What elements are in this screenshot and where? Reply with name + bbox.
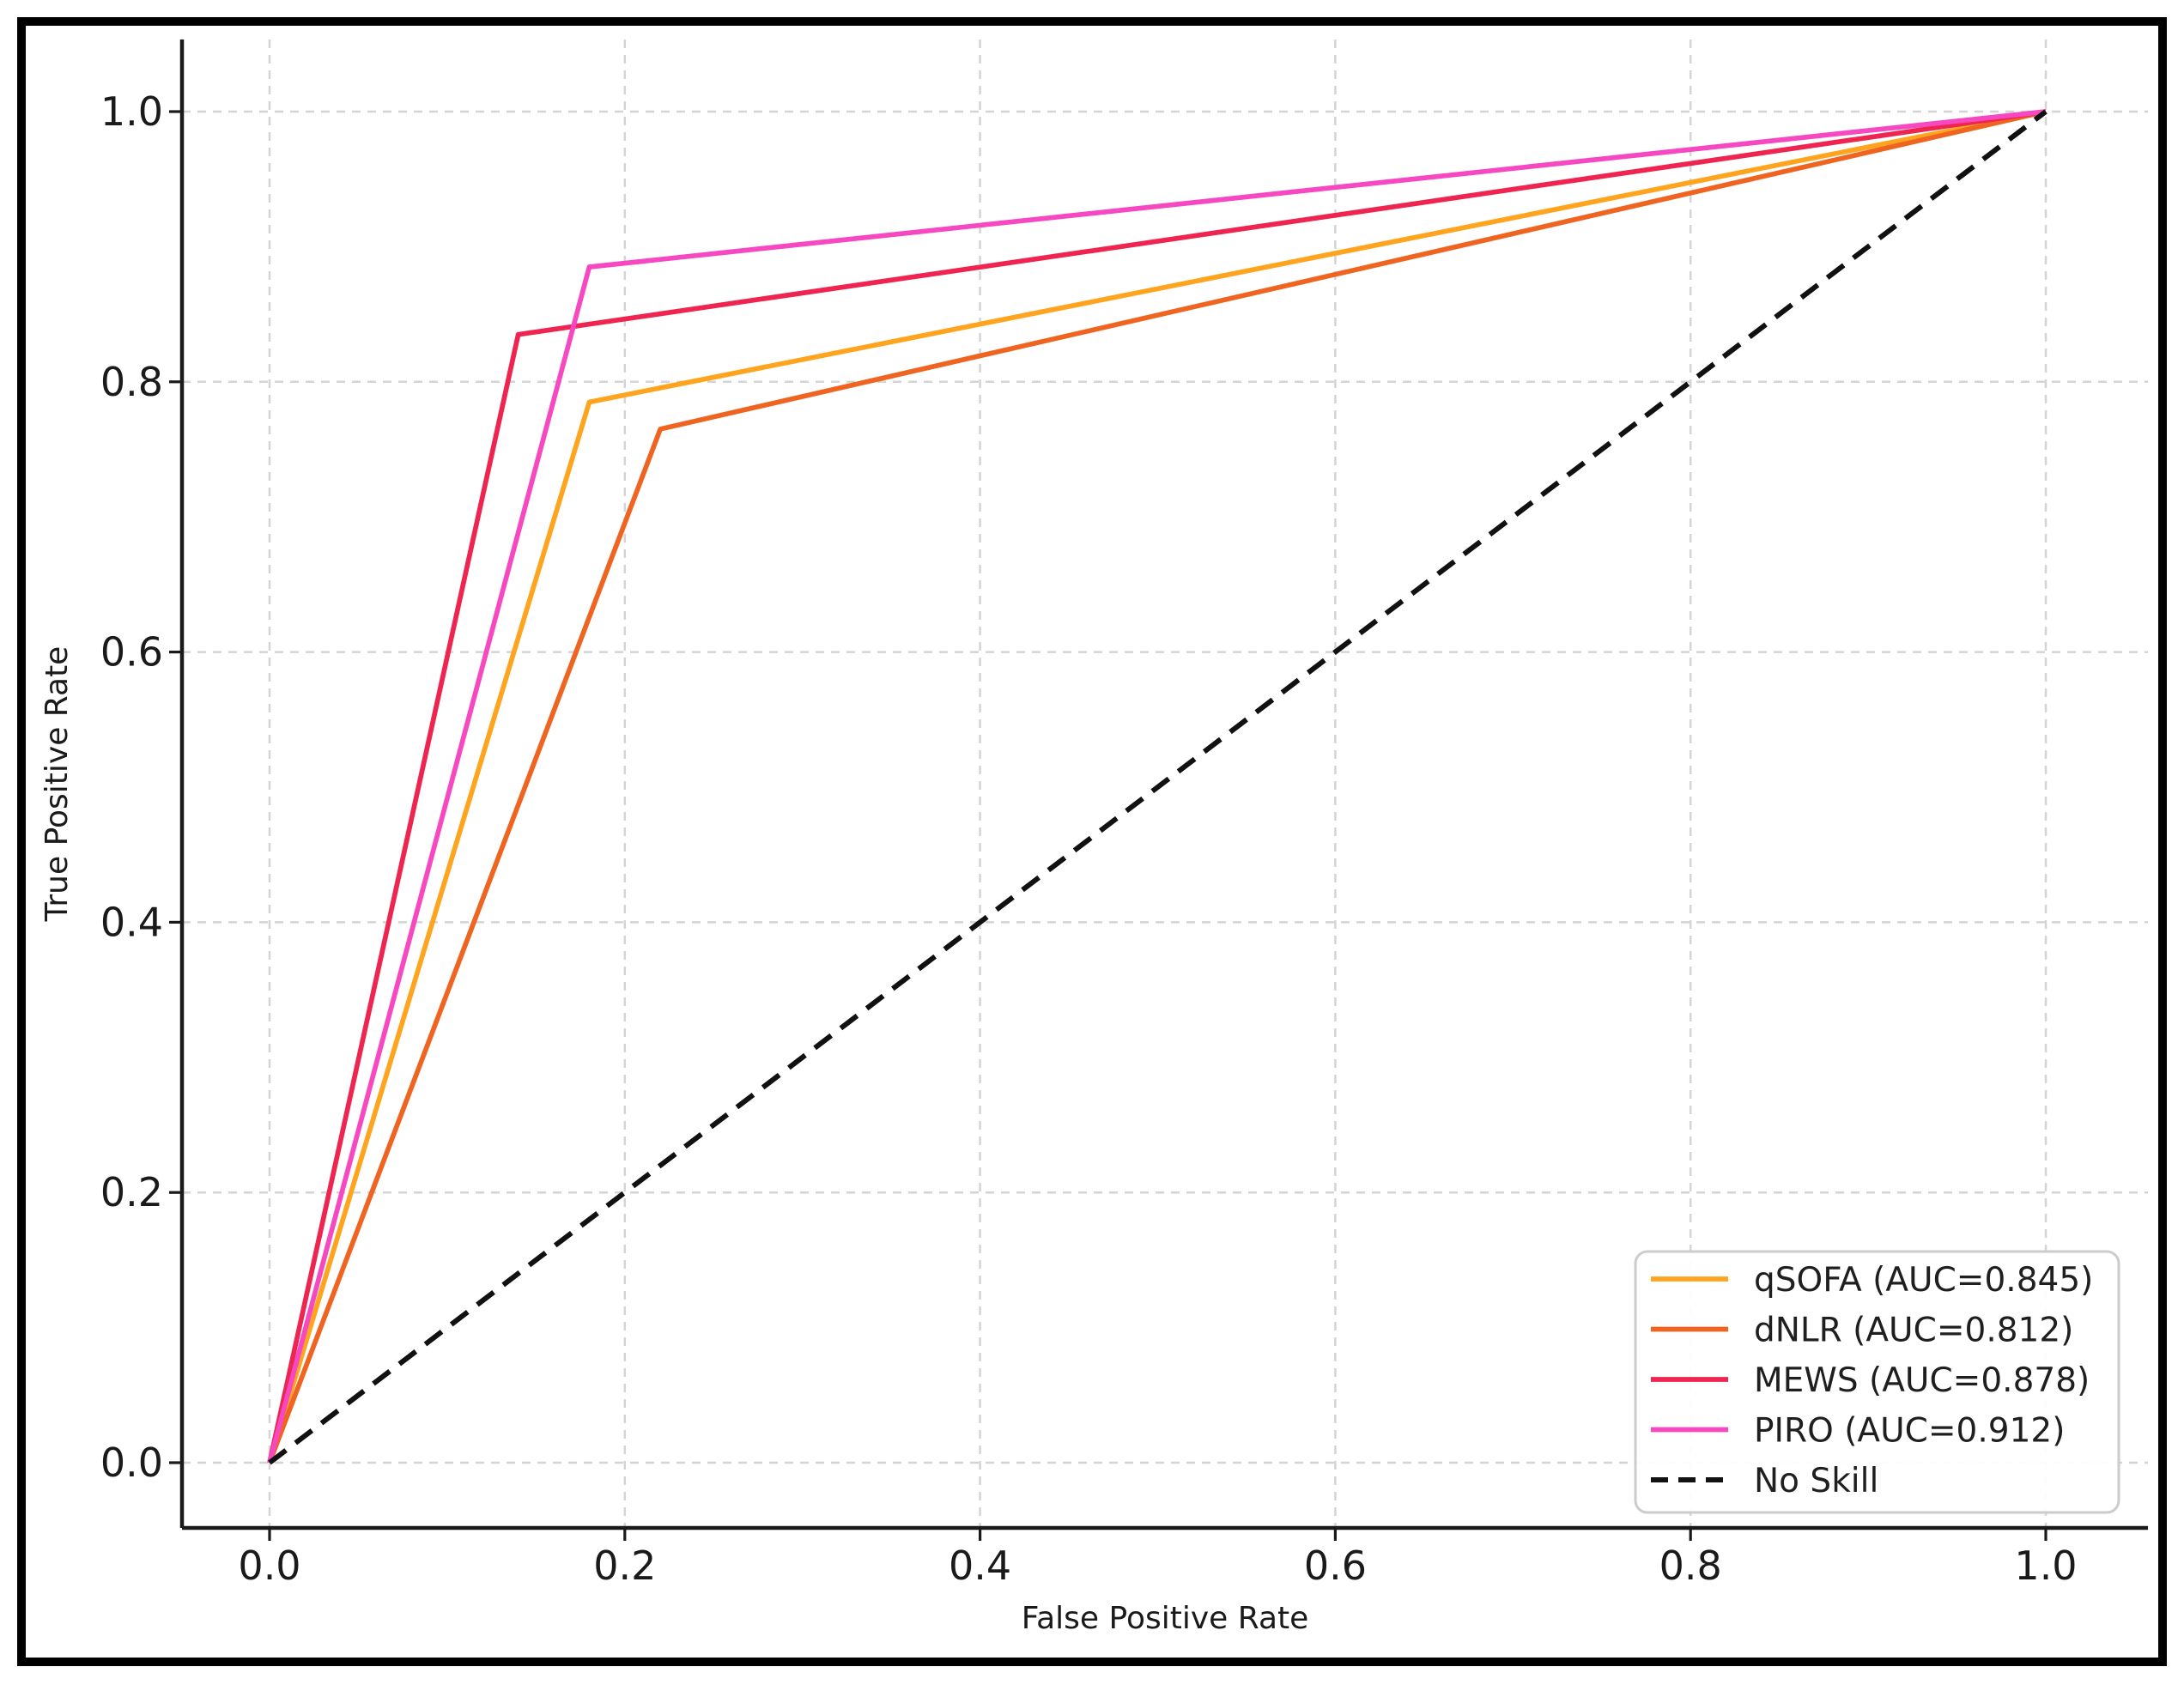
x-tick-label-0.4: 0.4 bbox=[949, 1543, 1011, 1589]
x-tick-label-0.8: 0.8 bbox=[1659, 1543, 1722, 1589]
x-tick-label-0.2: 0.2 bbox=[593, 1543, 656, 1589]
y-tick-label-0.8: 0.8 bbox=[100, 359, 163, 405]
no-skill-line bbox=[268, 109, 2048, 1465]
y-tick-label-0.2: 0.2 bbox=[100, 1169, 163, 1215]
roc-curve-qSOFA bbox=[267, 109, 2047, 1464]
legend: qSOFA (AUC=0.845) dNLR (AUC=0.812) MEWS (A… bbox=[1634, 1250, 2120, 1514]
roc-curve-PIRO bbox=[267, 109, 2047, 1464]
y-axis-label: True Positive Rate bbox=[39, 646, 75, 923]
x-tick-label-1.0: 1.0 bbox=[2014, 1543, 2077, 1589]
y-tick-label-0.0: 0.0 bbox=[100, 1440, 163, 1486]
legend-row-dnlr: dNLR (AUC=0.812) bbox=[1651, 1312, 2073, 1350]
axes-spines bbox=[179, 39, 2148, 1530]
x-tick-label-0.0: 0.0 bbox=[238, 1543, 300, 1589]
figure-border bbox=[17, 17, 2167, 1666]
legend-row-no-skill: No Skill bbox=[1651, 1462, 1878, 1500]
legend-label-no-skill: No Skill bbox=[1754, 1462, 1878, 1500]
y-tick-label-0.6: 0.6 bbox=[100, 629, 163, 676]
legend-label-piro: PIRO (AUC=0.912) bbox=[1754, 1412, 2065, 1451]
legend-label-dnlr: dNLR (AUC=0.812) bbox=[1754, 1312, 2073, 1350]
axis-ticks: 0.0 0.2 0.4 0.6 0.8 1.0 0.0 0.2 0.4 0.6 0.8 1.0 bbox=[100, 88, 2078, 1589]
y-tick-label-1.0: 1.0 bbox=[100, 88, 163, 135]
legend-row-qsofa: qSOFA (AUC=0.845) bbox=[1651, 1261, 2093, 1300]
y-tick-label-0.4: 0.4 bbox=[100, 899, 163, 945]
legend-box bbox=[1634, 1250, 2120, 1514]
legend-row-mews: MEWS (AUC=0.878) bbox=[1651, 1361, 2090, 1400]
roc-curves bbox=[267, 109, 2048, 1465]
roc-curve-MEWS bbox=[267, 109, 2047, 1464]
legend-label-qsofa: qSOFA (AUC=0.845) bbox=[1754, 1261, 2093, 1300]
x-tick-label-0.6: 0.6 bbox=[1304, 1543, 1367, 1589]
legend-row-piro: PIRO (AUC=0.912) bbox=[1651, 1412, 2065, 1451]
legend-label-mews: MEWS (AUC=0.878) bbox=[1754, 1361, 2090, 1400]
roc-curve-dNLR bbox=[267, 109, 2047, 1464]
x-axis-label: False Positive Rate bbox=[1022, 1601, 1309, 1636]
